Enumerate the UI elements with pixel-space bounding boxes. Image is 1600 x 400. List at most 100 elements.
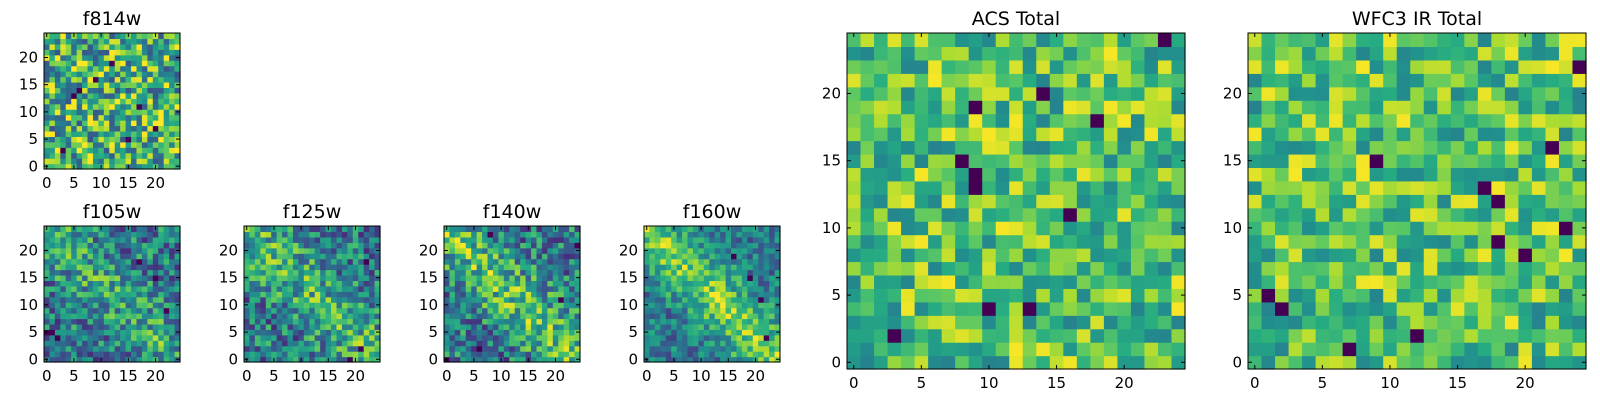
heatmap-cell <box>1423 355 1438 370</box>
heatmap-cell <box>476 226 483 233</box>
heatmap-cell <box>1117 73 1132 88</box>
y-tick-label: 20 <box>619 241 638 259</box>
heatmap-cell <box>769 226 776 233</box>
heatmap-cell <box>1383 301 1398 316</box>
heatmap-cell <box>860 315 875 330</box>
heatmap-cell <box>103 329 110 336</box>
heatmap-cell <box>1275 301 1290 316</box>
heatmap-cell <box>1383 33 1398 48</box>
heatmap-cell <box>1464 127 1479 142</box>
heatmap-cell <box>1117 207 1132 222</box>
heatmap-cell <box>54 334 61 341</box>
heatmap-cell <box>552 231 559 238</box>
heatmap-cell <box>525 345 532 352</box>
heatmap-cell <box>654 307 661 314</box>
heatmap-cell <box>87 318 94 325</box>
heatmap-cell <box>131 345 138 352</box>
heatmap-cell <box>654 296 661 303</box>
heatmap-cell <box>152 81 159 88</box>
heatmap-cell <box>995 274 1010 289</box>
heatmap-cell <box>482 264 489 271</box>
heatmap-cell <box>1090 207 1105 222</box>
heatmap-cell <box>309 340 316 347</box>
heatmap-cell <box>558 285 565 292</box>
heatmap-cell <box>703 313 710 320</box>
heatmap-cell <box>347 264 354 271</box>
heatmap-cell <box>995 46 1010 61</box>
heatmap-cell <box>1531 46 1547 61</box>
heatmap-cell <box>1369 355 1384 370</box>
heatmap-cell <box>1450 167 1465 182</box>
heatmap-cell <box>1315 86 1330 101</box>
heatmap-cell <box>471 307 478 314</box>
heatmap-cell <box>914 180 929 195</box>
heatmap-cell <box>60 269 67 276</box>
heatmap-cell <box>163 231 170 238</box>
heatmap-cell <box>254 313 261 320</box>
heatmap-cell <box>158 291 165 298</box>
heatmap-cell <box>654 280 661 287</box>
heatmap-cell <box>563 296 570 303</box>
heatmap-cell <box>449 307 456 314</box>
heatmap-cell <box>541 231 548 238</box>
heatmap-cell <box>536 345 543 352</box>
heatmap-cell <box>320 269 327 276</box>
heatmap-cell <box>152 76 159 83</box>
heatmap-cell <box>660 323 667 330</box>
heatmap-cell <box>1477 274 1492 289</box>
heatmap-cell <box>514 264 521 271</box>
heatmap-cell <box>174 291 181 298</box>
heatmap-cell <box>1369 194 1384 209</box>
heatmap-cell <box>487 280 494 287</box>
heatmap-cell <box>660 226 667 233</box>
heatmap-cell <box>736 231 743 238</box>
heatmap-cell <box>725 345 732 352</box>
heatmap-cell <box>125 269 132 276</box>
heatmap-cell <box>120 323 127 330</box>
heatmap-cell <box>1450 194 1465 209</box>
heatmap-cell <box>1545 207 1560 222</box>
heatmap-cell <box>271 242 278 249</box>
heatmap-cell <box>709 242 716 249</box>
heatmap-cell <box>1356 221 1371 236</box>
heatmap-cell <box>1275 167 1290 182</box>
heatmap-cell <box>1302 194 1317 209</box>
heatmap-cell <box>260 269 267 276</box>
heatmap-cell <box>1009 86 1024 101</box>
heatmap-cell <box>687 318 694 325</box>
heatmap-cell <box>114 33 121 40</box>
heatmap-cell <box>1504 288 1519 303</box>
heatmap-cell <box>71 285 78 292</box>
x-tick-label: 15 <box>1448 374 1467 392</box>
heatmap-cell <box>758 323 765 330</box>
heatmap-cell <box>736 285 743 292</box>
heatmap-cell <box>169 351 176 358</box>
heatmap-cell <box>444 291 451 298</box>
heatmap-cell <box>87 120 94 127</box>
heatmap-cell <box>152 152 159 159</box>
heatmap-cell <box>671 340 678 347</box>
heatmap-cell <box>363 285 370 292</box>
heatmap-cell <box>454 231 461 238</box>
heatmap-cell <box>525 340 532 347</box>
heatmap-cell <box>454 285 461 292</box>
heatmap-cell <box>163 141 170 148</box>
heatmap-cell <box>471 340 478 347</box>
heatmap-cell <box>649 242 656 249</box>
heatmap-cell <box>1288 180 1303 195</box>
heatmap-cell <box>49 38 56 45</box>
heatmap-cell <box>558 340 565 347</box>
heatmap-cell <box>1117 113 1132 128</box>
heatmap-cell <box>525 313 532 320</box>
heatmap-cell <box>98 313 105 320</box>
heatmap-cell <box>65 114 72 121</box>
heatmap-cell <box>1157 33 1173 48</box>
heatmap-cell <box>103 103 110 110</box>
heatmap-cell <box>369 334 376 341</box>
heatmap-cell <box>76 103 83 110</box>
heatmap-cell <box>682 318 689 325</box>
heatmap-cell <box>49 269 56 276</box>
heatmap-cell <box>763 274 770 281</box>
heatmap-cell <box>125 318 132 325</box>
heatmap-cell <box>131 247 138 254</box>
